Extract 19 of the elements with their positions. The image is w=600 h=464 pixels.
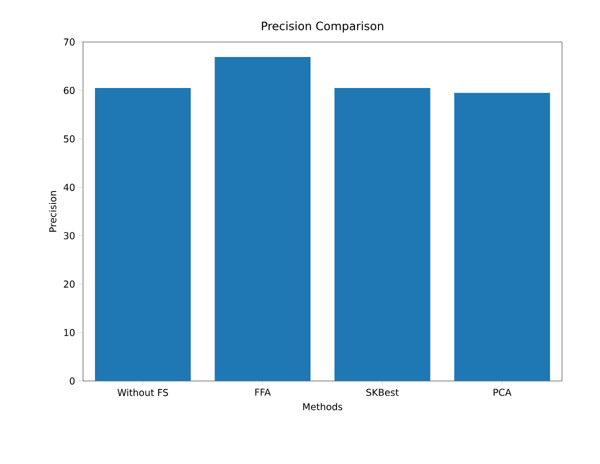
y-tick-label: 10 bbox=[64, 328, 75, 336]
y-tick-label: 70 bbox=[64, 38, 75, 46]
y-tick-label: 60 bbox=[64, 86, 75, 94]
y-tick-label: 20 bbox=[64, 280, 75, 288]
y-tick-label: 50 bbox=[64, 135, 75, 142]
bar bbox=[454, 92, 550, 381]
bar bbox=[94, 88, 191, 381]
x-tick-label: Without FS bbox=[118, 388, 168, 396]
y-tick-label: 40 bbox=[64, 184, 75, 191]
x-tick-label: SKBest bbox=[366, 388, 399, 396]
x-axis-title: Methods bbox=[303, 402, 342, 410]
x-tick-label: PCA bbox=[494, 388, 512, 396]
x-tick-label: FFA bbox=[255, 388, 271, 396]
chart-title: Precision Comparison bbox=[262, 21, 384, 32]
y-tick-label: 0 bbox=[70, 377, 75, 385]
y-axis-title: Precision bbox=[49, 191, 56, 232]
bar bbox=[214, 57, 311, 381]
y-tick-label: 30 bbox=[64, 232, 75, 240]
bar bbox=[334, 88, 430, 381]
